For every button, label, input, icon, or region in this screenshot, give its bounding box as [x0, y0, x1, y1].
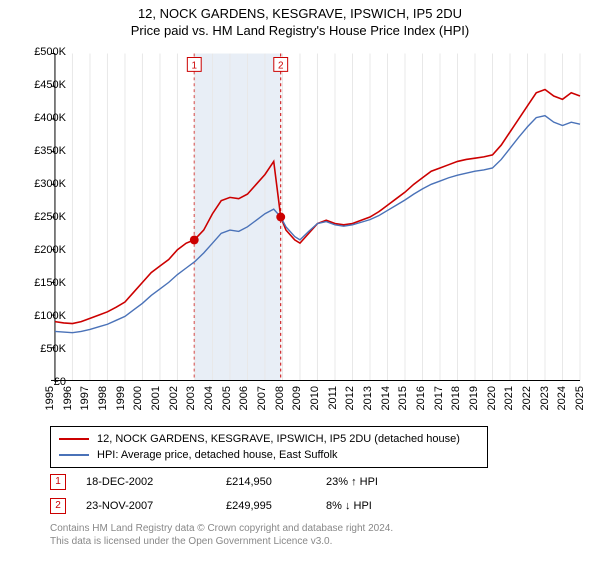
y-tick-label: £200K — [34, 244, 66, 256]
x-tick-label: 2000 — [132, 386, 144, 410]
x-tick-label: 1997 — [79, 386, 91, 410]
x-tick-label: 2016 — [415, 386, 427, 410]
x-tick-label: 2022 — [521, 386, 533, 410]
x-tick-label: 1996 — [62, 386, 74, 410]
x-tick-label: 1999 — [115, 386, 127, 410]
marker-table: 1 18-DEC-2002 £214,950 23% ↑ HPI 2 23-NO… — [50, 470, 416, 518]
footer-line: This data is licensed under the Open Gov… — [50, 535, 393, 548]
x-tick-label: 1995 — [44, 386, 56, 410]
y-tick-label: £100K — [34, 310, 66, 322]
price-chart: 12 — [50, 52, 580, 382]
marker-date: 18-DEC-2002 — [86, 476, 226, 488]
x-tick-label: 2005 — [221, 386, 233, 410]
x-tick-label: 2006 — [238, 386, 250, 410]
x-tick-label: 2023 — [539, 386, 551, 410]
footer-line: Contains HM Land Registry data © Crown c… — [50, 522, 393, 535]
x-tick-label: 2025 — [574, 386, 586, 410]
marker-row: 2 23-NOV-2007 £249,995 8% ↓ HPI — [50, 494, 416, 518]
x-tick-label: 1998 — [97, 386, 109, 410]
x-tick-label: 2007 — [256, 386, 268, 410]
legend-swatch — [59, 454, 89, 456]
svg-text:1: 1 — [192, 60, 198, 71]
x-tick-label: 2018 — [450, 386, 462, 410]
legend-swatch — [59, 438, 89, 440]
x-tick-label: 2011 — [327, 386, 339, 410]
x-tick-label: 2024 — [556, 386, 568, 410]
marker-pct: 23% ↑ HPI — [326, 476, 416, 488]
marker-badge: 1 — [50, 474, 66, 490]
x-tick-label: 2021 — [503, 386, 515, 410]
marker-price: £249,995 — [226, 500, 326, 512]
x-tick-label: 2008 — [274, 386, 286, 410]
legend-item: HPI: Average price, detached house, East… — [59, 447, 479, 463]
x-tick-label: 2001 — [150, 386, 162, 410]
x-tick-label: 2020 — [486, 386, 498, 410]
marker-price: £214,950 — [226, 476, 326, 488]
x-tick-label: 2017 — [433, 386, 445, 410]
legend-label: 12, NOCK GARDENS, KESGRAVE, IPSWICH, IP5… — [97, 433, 460, 445]
chart-title: 12, NOCK GARDENS, KESGRAVE, IPSWICH, IP5… — [0, 6, 600, 21]
x-tick-label: 2014 — [380, 386, 392, 410]
chart-subtitle: Price paid vs. HM Land Registry's House … — [0, 23, 600, 38]
marker-row: 1 18-DEC-2002 £214,950 23% ↑ HPI — [50, 470, 416, 494]
x-tick-label: 2019 — [468, 386, 480, 410]
marker-pct: 8% ↓ HPI — [326, 500, 416, 512]
legend-item: 12, NOCK GARDENS, KESGRAVE, IPSWICH, IP5… — [59, 431, 479, 447]
y-tick-label: £500K — [34, 46, 66, 58]
y-tick-label: £50K — [40, 343, 66, 355]
y-tick-label: £450K — [34, 79, 66, 91]
y-tick-label: £300K — [34, 178, 66, 190]
y-tick-label: £400K — [34, 112, 66, 124]
x-tick-label: 2013 — [362, 386, 374, 410]
marker-badge: 2 — [50, 498, 66, 514]
y-tick-label: £150K — [34, 277, 66, 289]
x-tick-label: 2010 — [309, 386, 321, 410]
x-tick-label: 2002 — [168, 386, 180, 410]
svg-text:2: 2 — [278, 60, 284, 71]
x-tick-label: 2009 — [291, 386, 303, 410]
x-tick-label: 2003 — [185, 386, 197, 410]
x-tick-label: 2004 — [203, 386, 215, 410]
legend-label: HPI: Average price, detached house, East… — [97, 449, 338, 461]
x-tick-label: 2015 — [397, 386, 409, 410]
y-tick-label: £350K — [34, 145, 66, 157]
x-tick-label: 2012 — [344, 386, 356, 410]
legend: 12, NOCK GARDENS, KESGRAVE, IPSWICH, IP5… — [50, 426, 488, 468]
y-tick-label: £250K — [34, 211, 66, 223]
marker-date: 23-NOV-2007 — [86, 500, 226, 512]
footer: Contains HM Land Registry data © Crown c… — [50, 522, 393, 548]
